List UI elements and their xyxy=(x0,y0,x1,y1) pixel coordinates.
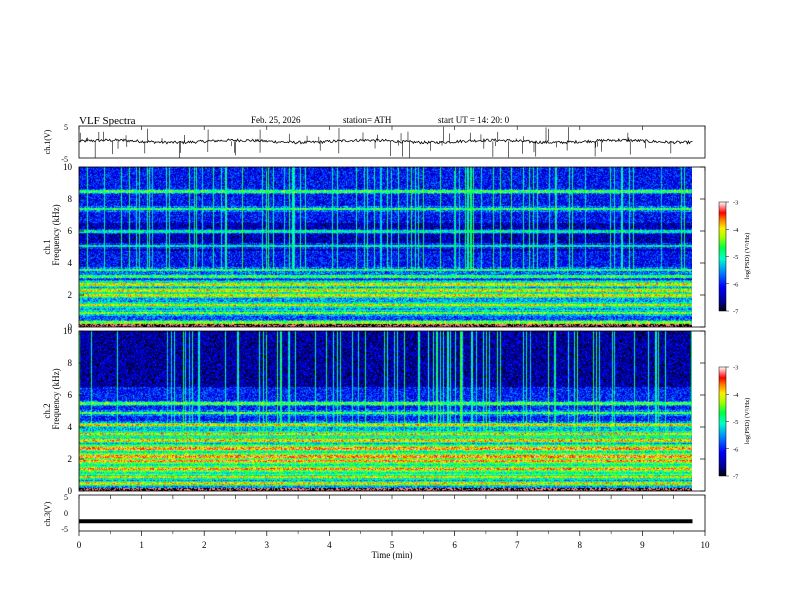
ch1-spectrogram-image xyxy=(79,167,692,327)
ytick-label: 6 xyxy=(68,390,73,400)
colorbar-tick-label: -6 xyxy=(733,446,739,453)
colorbar-tick-label: -3 xyxy=(733,200,738,207)
ch3-trace xyxy=(78,495,706,524)
colorbar-tick-label: -7 xyxy=(733,474,739,481)
colorbar-tick-label: -3 xyxy=(733,365,738,372)
ch1-ytick-top: 5 xyxy=(64,123,68,132)
figure-title: VLF Spectra xyxy=(79,115,136,127)
colorbar-tick-label: -6 xyxy=(733,281,739,288)
xtick-label: 1 xyxy=(139,540,144,550)
ch2-spectrogram-label-freq: Frequency (kHz) xyxy=(51,368,61,429)
ch1-waveform-frame xyxy=(78,125,706,159)
ch1-ylabel: ch.1(V) xyxy=(43,129,52,154)
ch1-colorbar: -3 -4 -5 -6 -7 log(PSD) (V²/Hz) xyxy=(718,200,751,316)
xtick-label: 5 xyxy=(390,540,395,550)
colorbar-tick-label: -5 xyxy=(733,419,738,426)
xtick-label: 4 xyxy=(327,540,332,550)
ch2-yticks: 10 8 6 4 2 0 xyxy=(63,326,705,496)
xtick-label: 10 xyxy=(701,540,711,550)
ch2-colorbar-ticks: -3 -4 -5 -6 -7 xyxy=(726,365,739,481)
xtick-label: 6 xyxy=(452,540,457,550)
xtick-label: 7 xyxy=(515,540,520,550)
start-time-label: start UT = 14: 20: 0 xyxy=(438,115,510,125)
x-axis-ticks: 0 1 2 3 4 5 6 7 8 9 10 xyxy=(77,126,710,550)
ytick-label: 0 xyxy=(68,322,73,332)
ch3-ytick-top: 5 xyxy=(64,493,68,502)
station-label: station= ATH xyxy=(343,115,392,125)
colorbar-tick-label: -4 xyxy=(733,392,739,399)
xtick-label: 9 xyxy=(640,540,645,550)
ch3-waveform-frame xyxy=(78,494,706,532)
ytick-label: 8 xyxy=(68,358,73,368)
colorbar-tick-label: -4 xyxy=(733,227,739,234)
ytick-label: 4 xyxy=(68,422,73,432)
x-axis: 0 1 2 3 4 5 6 7 8 9 10 Time (min) xyxy=(77,126,710,560)
date-label: Feb. 25, 2026 xyxy=(251,115,301,125)
ch3-ytick-bottom: -5 xyxy=(61,525,68,534)
colorbar-tick-label: -5 xyxy=(733,254,738,261)
ch1-spectrogram-panel: 10 8 6 4 2 0 ch.1 Frequency (kHz) xyxy=(42,162,706,332)
ytick-label: 0 xyxy=(68,486,73,496)
ch1-trace xyxy=(78,126,693,158)
xtick-label: 8 xyxy=(578,540,583,550)
ch3-waveform-panel: 5 0 -5 ch.3(V) xyxy=(43,493,706,534)
ch2-colorbar-label: log(PSD) (V²/Hz) xyxy=(744,398,751,445)
spectrogram-raster xyxy=(79,331,692,491)
ch2-colorbar-gradient xyxy=(718,366,727,477)
ytick-label: 2 xyxy=(68,290,73,300)
ch1-ytick-bottom: -5 xyxy=(61,155,68,164)
ytick-label: 10 xyxy=(63,326,73,336)
ch3-ylabel: ch.3(V) xyxy=(43,501,52,526)
x-axis-label: Time (min) xyxy=(372,550,413,560)
xtick-label: 2 xyxy=(202,540,207,550)
ch2-spectrogram-panel: 10 8 6 4 2 0 ch.2 Frequency (kHz) xyxy=(42,326,706,496)
ch1-spectrogram-label-freq: Frequency (kHz) xyxy=(51,204,61,265)
colorbar-tick-label: -7 xyxy=(733,309,739,316)
ch2-spectrogram-image xyxy=(79,331,692,491)
ch3-ytick-mid: 0 xyxy=(64,509,68,518)
ytick-label: 10 xyxy=(63,162,73,172)
ch1-colorbar-gradient xyxy=(718,201,727,312)
ch1-waveform-panel: 5 -5 ch.1(V) xyxy=(43,123,706,164)
ytick-label: 6 xyxy=(68,226,73,236)
ch1-spectrogram-label-ch: ch.1 xyxy=(42,239,52,254)
ytick-label: 4 xyxy=(68,258,73,268)
ch1-trace-line xyxy=(78,138,693,145)
xtick-label: 3 xyxy=(265,540,270,550)
ch1-colorbar-label: log(PSD) (V²/Hz) xyxy=(744,233,751,280)
ch2-colorbar: -3 -4 -5 -6 -7 log(PSD) (V²/Hz) xyxy=(718,365,751,481)
ch2-spectrogram-label-ch: ch.2 xyxy=(42,403,52,418)
ch1-colorbar-ticks: -3 -4 -5 -6 -7 xyxy=(726,200,739,316)
xtick-label: 0 xyxy=(77,540,82,550)
ch1-yticks: 10 8 6 4 2 0 xyxy=(63,162,705,332)
spectrogram-raster xyxy=(79,167,692,327)
ytick-label: 8 xyxy=(68,194,73,204)
ytick-label: 2 xyxy=(68,454,73,464)
